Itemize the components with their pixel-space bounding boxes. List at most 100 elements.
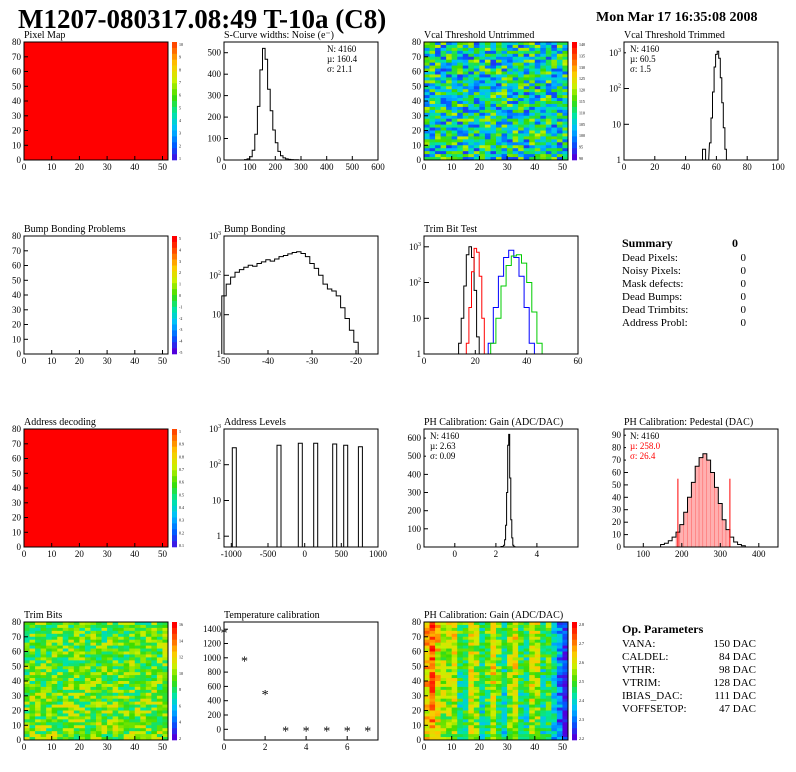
heatmap-cell [451,701,458,705]
heatmap-cell [545,627,552,632]
heatmap-cell [484,672,491,676]
heatmap-cell [112,633,119,638]
heatmap-cell [468,112,475,117]
heatmap-cell [551,50,558,55]
heatmap-cell [462,633,469,638]
heatmap-cell [101,725,108,729]
heatmap-cell [440,639,447,644]
heatmap-cell [534,722,541,726]
heatmap-cell [90,710,97,714]
heatmap-cell [145,636,152,641]
heatmap-cell [29,630,36,635]
heatmap-cell [468,92,475,96]
heatmap-cell [523,121,530,125]
heatmap-cell [496,92,502,96]
heatmap-cell [496,53,502,58]
heatmap-cell [529,672,536,676]
heatmap-cell [501,136,508,140]
heatmap-cell [462,83,469,87]
heatmap-cell [462,124,469,128]
heatmap-cell [507,154,514,158]
heatmap-cell [457,133,464,137]
heatmap-cell [501,710,508,714]
heatmap-cell [457,53,464,58]
heatmap-cell [73,669,80,673]
heatmap-cell [496,121,502,125]
heatmap-cell [496,651,502,655]
heatmap-cell [451,106,458,111]
heatmap-cell [473,139,480,143]
heatmap-cell [484,95,491,99]
heatmap-cell [84,648,91,652]
heatmap-cell [457,68,464,72]
heatmap-cell [534,80,541,84]
heatmap-cell [540,651,547,655]
heatmap-cell [79,633,86,638]
heatmap-cell [134,648,141,652]
heatmap-cell [551,669,558,673]
heatmap-cell [29,657,36,661]
heatmap-cell [534,639,541,644]
heatmap-cell [556,118,563,123]
heatmap-cell [118,704,125,708]
heatmap-cell [79,672,86,676]
heatmap-cell [35,734,42,738]
heatmap-cell [501,686,508,691]
heatmap-cell [440,109,447,114]
heatmap-cell [140,639,147,644]
heatmap-cell [162,728,169,732]
heatmap-cell [90,630,97,635]
heatmap-cell [57,666,64,670]
heatmap-cell [545,689,552,694]
heatmap-cell [73,681,80,685]
color-scale-label: 110 [579,110,585,115]
heatmap-cell [123,675,130,679]
heatmap-cell [107,633,114,638]
heatmap-cell [518,648,525,652]
heatmap-cell [512,678,519,682]
heatmap-cell [435,145,442,149]
heatmap-cell [490,80,497,84]
heatmap-cell [156,627,163,632]
heatmap-cell [512,624,519,629]
heatmap-cell [35,663,42,667]
color-scale-step [172,639,177,646]
heatmap-cell [156,707,163,711]
heatmap-cell [457,639,464,644]
heatmap-cell [118,698,125,703]
heatmap-cell [534,142,541,146]
heatmap-cell [446,681,453,685]
heatmap-cell [479,44,486,49]
heatmap-cell [490,118,497,123]
color-scale-step [172,277,177,284]
heatmap-cell [162,654,169,658]
heatmap-cell [556,639,563,644]
heatmap-cell [540,675,547,679]
heatmap-cell [79,716,86,720]
heatmap-cell [534,42,541,46]
heatmap-cell [518,127,525,131]
heatmap-cell [534,136,541,140]
heatmap-cell [446,627,453,632]
color-scale-step [572,42,577,49]
heatmap-cell [429,148,436,152]
heatmap-cell [429,698,436,703]
heatmap-cell [529,689,536,694]
heatmap-cell [446,98,453,102]
heatmap-cell [462,722,469,726]
heatmap-cell [462,142,469,146]
heatmap-cell [424,133,430,137]
heatmap-cell [40,633,47,638]
heatmap-cell [440,139,447,143]
scatter-point: * [364,725,371,740]
heatmap-cell [123,669,130,673]
heatmap-cell [540,154,547,158]
heatmap-cell [556,622,563,626]
heatmap-cell [129,704,136,708]
heatmap-cell [79,683,86,688]
heatmap-cell [35,681,42,685]
heatmap-cell [435,106,442,111]
heatmap-cell [529,124,536,128]
heatmap-cell [129,722,136,726]
heatmap-cell [46,719,53,723]
